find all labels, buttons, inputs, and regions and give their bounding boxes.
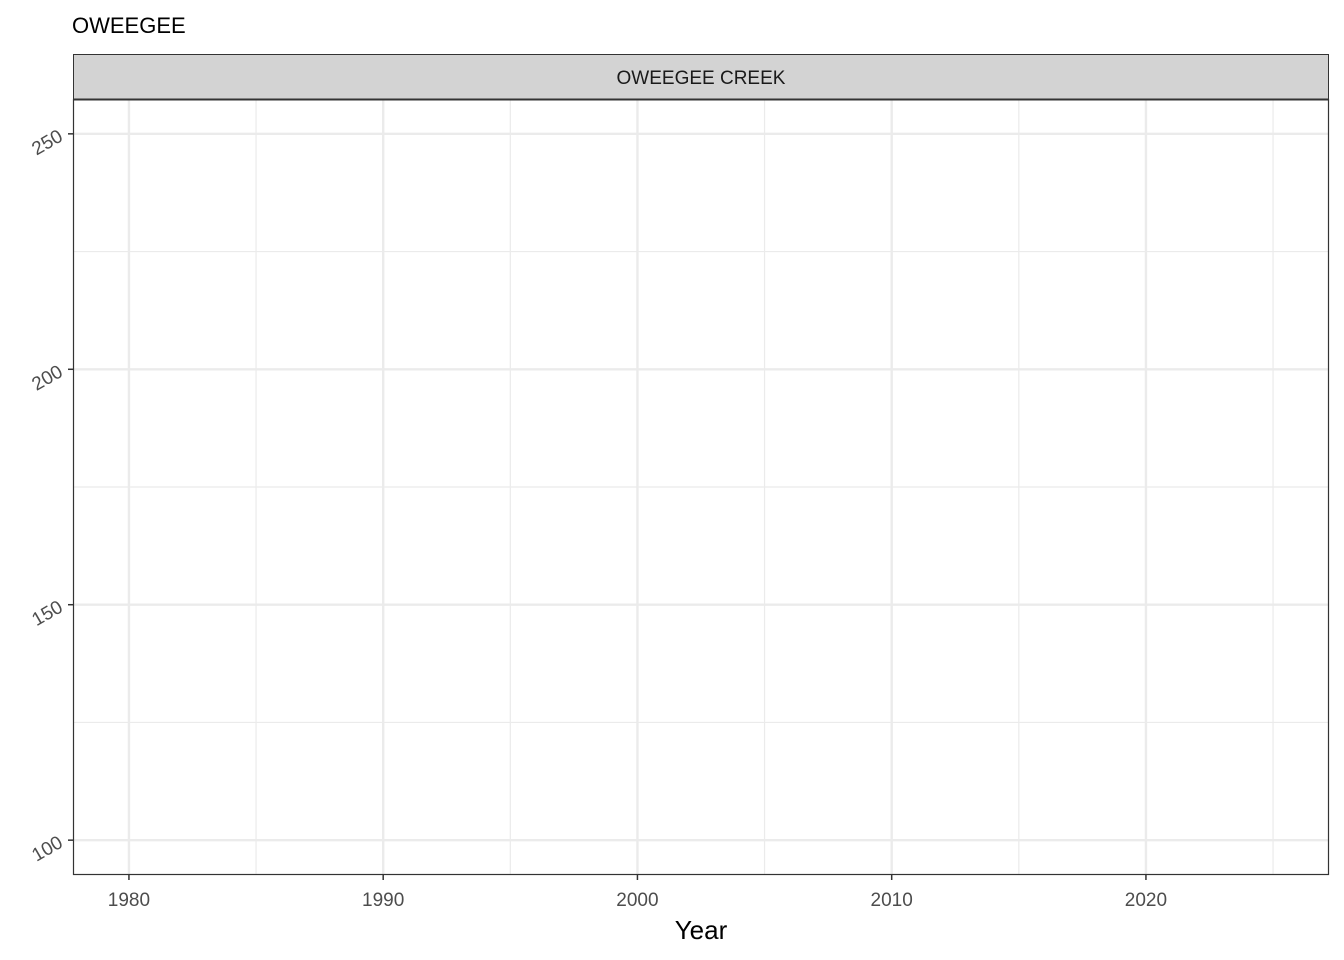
chart-title: OWEEGEE — [72, 13, 186, 38]
y-tick-label: 200 — [29, 361, 67, 395]
y-tick-label: 100 — [29, 832, 67, 866]
grid — [73, 99, 1329, 875]
y-tick-label: 250 — [29, 126, 67, 160]
facet-label: OWEEGEE CREEK — [617, 68, 786, 89]
y-tick-label: 150 — [29, 597, 67, 631]
x-axis-label: Year — [675, 915, 728, 945]
x-tick-label: 2020 — [1125, 890, 1167, 911]
x-tick-label: 1990 — [362, 890, 404, 911]
axes: 1980 1990 2000 2010 2020 100 150 200 250 — [29, 126, 1168, 911]
x-tick-label: 2010 — [871, 890, 913, 911]
facet-strip — [73, 54, 1329, 100]
x-tick-label: 2000 — [616, 890, 658, 911]
x-tick-label: 1980 — [108, 890, 150, 911]
